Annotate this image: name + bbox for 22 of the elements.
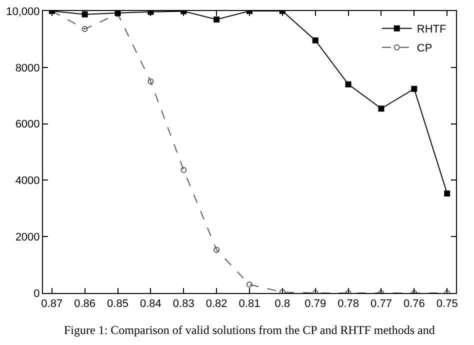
x-tick-label: 0.75 (436, 298, 458, 310)
x-tick-label: 0.83 (172, 298, 194, 310)
x-tick-label: 0.8 (274, 298, 290, 310)
y-tick-label: 4000 (15, 175, 40, 188)
legend-label: CP (416, 42, 432, 55)
x-tick-label: 0.81 (238, 298, 260, 310)
x-tick-label: 0.77 (370, 298, 392, 310)
x-tick-label: 0.79 (304, 298, 326, 310)
y-tick-label: 2000 (15, 231, 40, 244)
x-tick-label: 0.86 (74, 298, 96, 310)
y-tick-label: 0 (34, 288, 40, 300)
y-tick-label: 8000 (15, 62, 40, 74)
x-tick-label: 0.82 (206, 298, 228, 310)
x-tick-label: 0.78 (338, 298, 360, 310)
x-tick-label: 0.84 (140, 298, 162, 310)
legend-label: RHTF (416, 24, 446, 36)
x-tick-label: 0.87 (41, 298, 63, 310)
x-tick-label: 0.85 (107, 298, 128, 310)
y-tick-label: 6000 (15, 118, 40, 131)
y-tick-label: 10,000 (6, 6, 40, 18)
caption: Figure 1: Comparison of valid solutions from the CP and RHTF methods and (64, 323, 435, 337)
x-tick-label: 0.76 (403, 298, 425, 310)
